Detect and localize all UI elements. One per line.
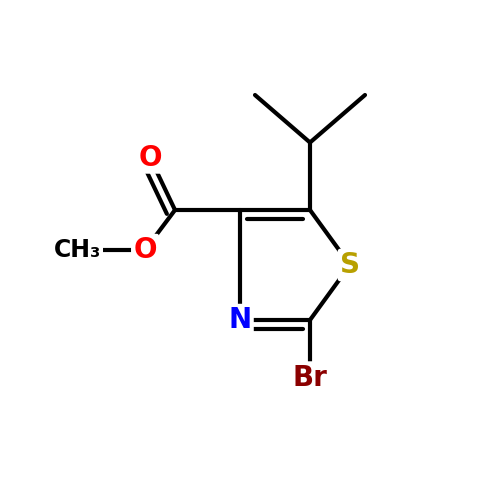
Text: CH₃: CH₃ xyxy=(54,238,101,262)
Text: O: O xyxy=(138,144,162,172)
Text: S: S xyxy=(340,251,360,279)
Text: N: N xyxy=(228,306,252,334)
Text: Br: Br xyxy=(292,364,328,392)
Text: O: O xyxy=(133,236,157,264)
